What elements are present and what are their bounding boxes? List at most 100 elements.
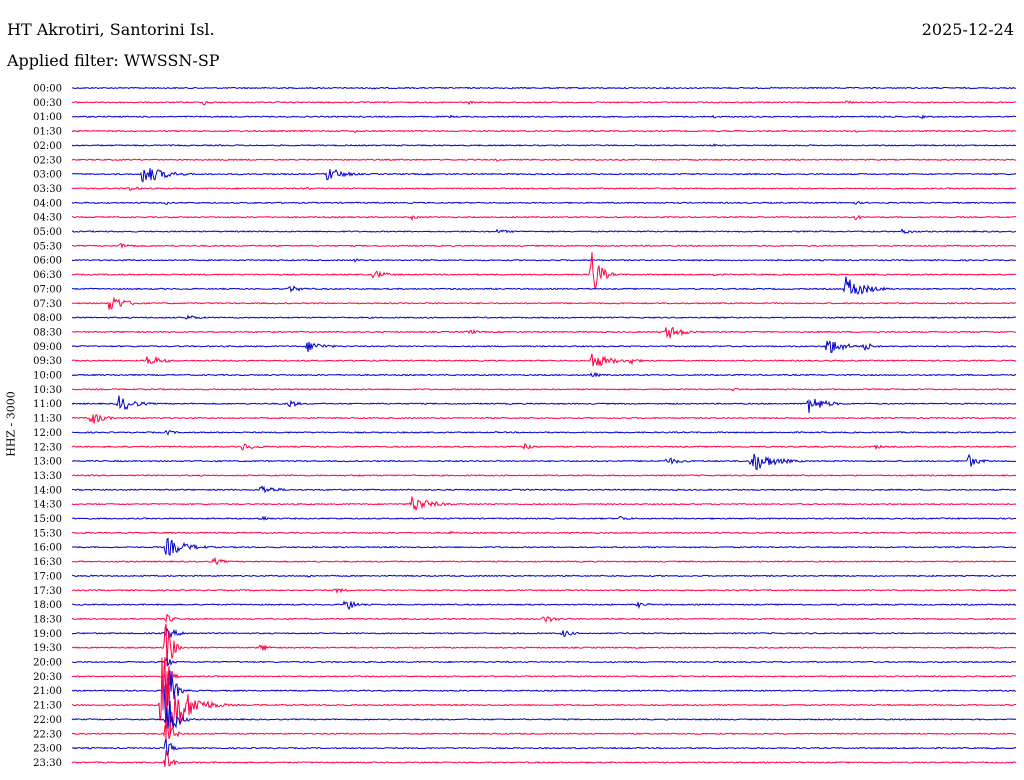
trace-line [71, 414, 1017, 424]
trace-line [71, 186, 1017, 192]
trace-line [71, 395, 1017, 414]
time-tick-label: 18:00 [33, 600, 62, 611]
time-tick-label: 11:00 [33, 399, 62, 410]
trace-line [71, 242, 1017, 250]
trace-line [71, 228, 1017, 235]
time-tick-label: 12:30 [33, 442, 62, 453]
trace-line [71, 600, 1017, 611]
trace-line [71, 474, 1017, 477]
trace-line [71, 623, 1017, 667]
time-tick-label: 10:30 [33, 385, 62, 396]
time-tick-label: 05:30 [33, 241, 62, 252]
time-tick-label: 14:30 [33, 500, 62, 511]
trace-line [71, 738, 1017, 756]
time-tick-label: 21:30 [33, 701, 62, 712]
time-tick-label: 09:30 [33, 356, 62, 367]
trace-line [71, 353, 1017, 367]
trace-line [71, 665, 1017, 693]
time-tick-label: 18:30 [33, 614, 62, 625]
trace-line [71, 485, 1017, 494]
time-tick-label: 22:00 [33, 715, 62, 726]
trace-line [71, 656, 1017, 667]
time-tick-label: 23:30 [33, 758, 62, 769]
time-tick-label: 07:30 [33, 299, 62, 310]
time-tick-label: 13:00 [33, 457, 62, 468]
time-tick-label: 23:00 [33, 744, 62, 755]
time-tick-label: 02:30 [33, 155, 62, 166]
time-tick-label: 17:30 [33, 586, 62, 597]
trace-line [71, 530, 1017, 535]
trace-line [71, 613, 1017, 623]
trace-line [71, 496, 1017, 512]
time-tick-label: 13:30 [33, 471, 62, 482]
time-tick-label: 09:00 [33, 342, 62, 353]
time-tick-label: 12:00 [33, 428, 62, 439]
trace-line [71, 158, 1017, 162]
trace-line [71, 442, 1017, 451]
time-tick-label: 06:00 [33, 256, 62, 267]
time-tick-label: 19:00 [33, 629, 62, 640]
trace-line [71, 574, 1017, 578]
time-tick-label: 01:00 [33, 112, 62, 123]
time-tick-label: 04:00 [33, 198, 62, 209]
time-tick-label: 17:00 [33, 571, 62, 582]
time-tick-label: 19:30 [33, 643, 62, 654]
time-tick-label: 10:00 [33, 371, 62, 382]
time-tick-label: 03:00 [33, 170, 62, 181]
trace-line [71, 314, 1017, 320]
trace-line [71, 670, 1017, 727]
trace-line [71, 100, 1016, 106]
time-tick-label: 03:30 [33, 184, 62, 195]
trace-line [71, 258, 1017, 263]
time-tick-label: 14:00 [33, 485, 62, 496]
time-ticks: 00:00 00:30 01:00 01:30 02:00 02:30 03:00 03:30… [33, 84, 62, 769]
trace-line [71, 371, 1017, 378]
trace-line [71, 252, 1017, 291]
trace-line [72, 429, 1017, 436]
time-tick-label: 22:30 [33, 729, 62, 740]
filter-label: Applied filter: WWSSN-SP [7, 51, 220, 70]
time-tick-label: 20:00 [33, 658, 62, 669]
time-tick-label: 15:00 [33, 514, 62, 525]
trace-line [71, 340, 1017, 354]
date-label: 2025-12-24 [921, 20, 1014, 39]
trace-line [71, 587, 1017, 595]
time-tick-label: 06:30 [33, 270, 62, 281]
trace-line [71, 627, 1017, 639]
time-tick-label: 20:30 [33, 672, 62, 683]
time-tick-label: 00:30 [33, 98, 62, 109]
time-tick-label: 00:00 [33, 84, 62, 95]
trace-line [71, 200, 1017, 206]
time-tick-label: 01:30 [33, 127, 62, 138]
time-tick-label: 16:00 [33, 543, 62, 554]
trace-line [71, 657, 1016, 743]
time-tick-label: 08:30 [33, 327, 62, 338]
time-tick-label: 21:00 [33, 686, 62, 697]
time-tick-label: 05:00 [33, 227, 62, 238]
seismic-traces [71, 86, 1017, 767]
trace-line [71, 86, 1017, 90]
trace-line [71, 724, 1017, 740]
time-tick-label: 08:00 [33, 313, 62, 324]
trace-line [71, 515, 1017, 522]
trace-line [71, 296, 1017, 310]
trace-line [72, 537, 1017, 557]
trace-line [72, 387, 1017, 392]
trace-line [71, 556, 1017, 566]
trace-line [71, 129, 1017, 134]
time-tick-label: 11:30 [33, 414, 62, 425]
trace-line [71, 453, 1017, 471]
time-tick-label: 15:30 [33, 528, 62, 539]
time-tick-label: 07:00 [33, 284, 62, 295]
time-tick-label: 04:30 [33, 213, 62, 224]
time-tick-label: 16:30 [33, 557, 62, 568]
trace-line [71, 168, 1017, 183]
trace-line [71, 114, 1017, 120]
time-tick-label: 02:00 [33, 141, 62, 152]
station-title: HT Akrotiri, Santorini Isl. [7, 20, 215, 39]
trace-line [71, 276, 1017, 295]
trace-line [71, 143, 1017, 147]
trace-line [71, 750, 1017, 767]
trace-line [71, 326, 1017, 339]
